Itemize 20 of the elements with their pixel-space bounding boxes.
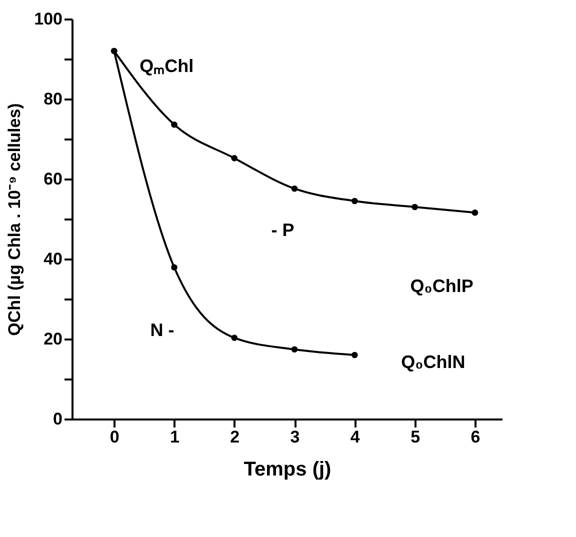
x-tick-label: 1 [170, 428, 180, 446]
y-axis-title: QChl (µg Chla . 10⁻⁹ cellules) [5, 103, 24, 336]
x-tick-label: 0 [110, 428, 120, 446]
y-tick-label: 0 [53, 410, 62, 428]
x-tick-label: 6 [470, 428, 480, 446]
x-tick-label: 3 [290, 428, 300, 446]
x-tick-label: 4 [350, 428, 360, 446]
x-tick-label: 5 [410, 428, 420, 446]
x-tick-label: 2 [230, 428, 240, 446]
annotation: - P [271, 220, 294, 240]
y-tick-label: 100 [34, 10, 62, 28]
annotation: N - [150, 320, 174, 340]
y-tick-label: 40 [44, 250, 62, 268]
annotation: Q₀ChlP [410, 276, 474, 296]
annotation: QₘChl [140, 56, 194, 76]
y-tick-label: 80 [44, 90, 62, 108]
annotation: Q₀ChlN [401, 352, 466, 372]
y-tick-label: 20 [44, 330, 62, 348]
y-tick-label: 60 [44, 170, 62, 188]
x-axis-title: Temps (j) [244, 458, 332, 480]
